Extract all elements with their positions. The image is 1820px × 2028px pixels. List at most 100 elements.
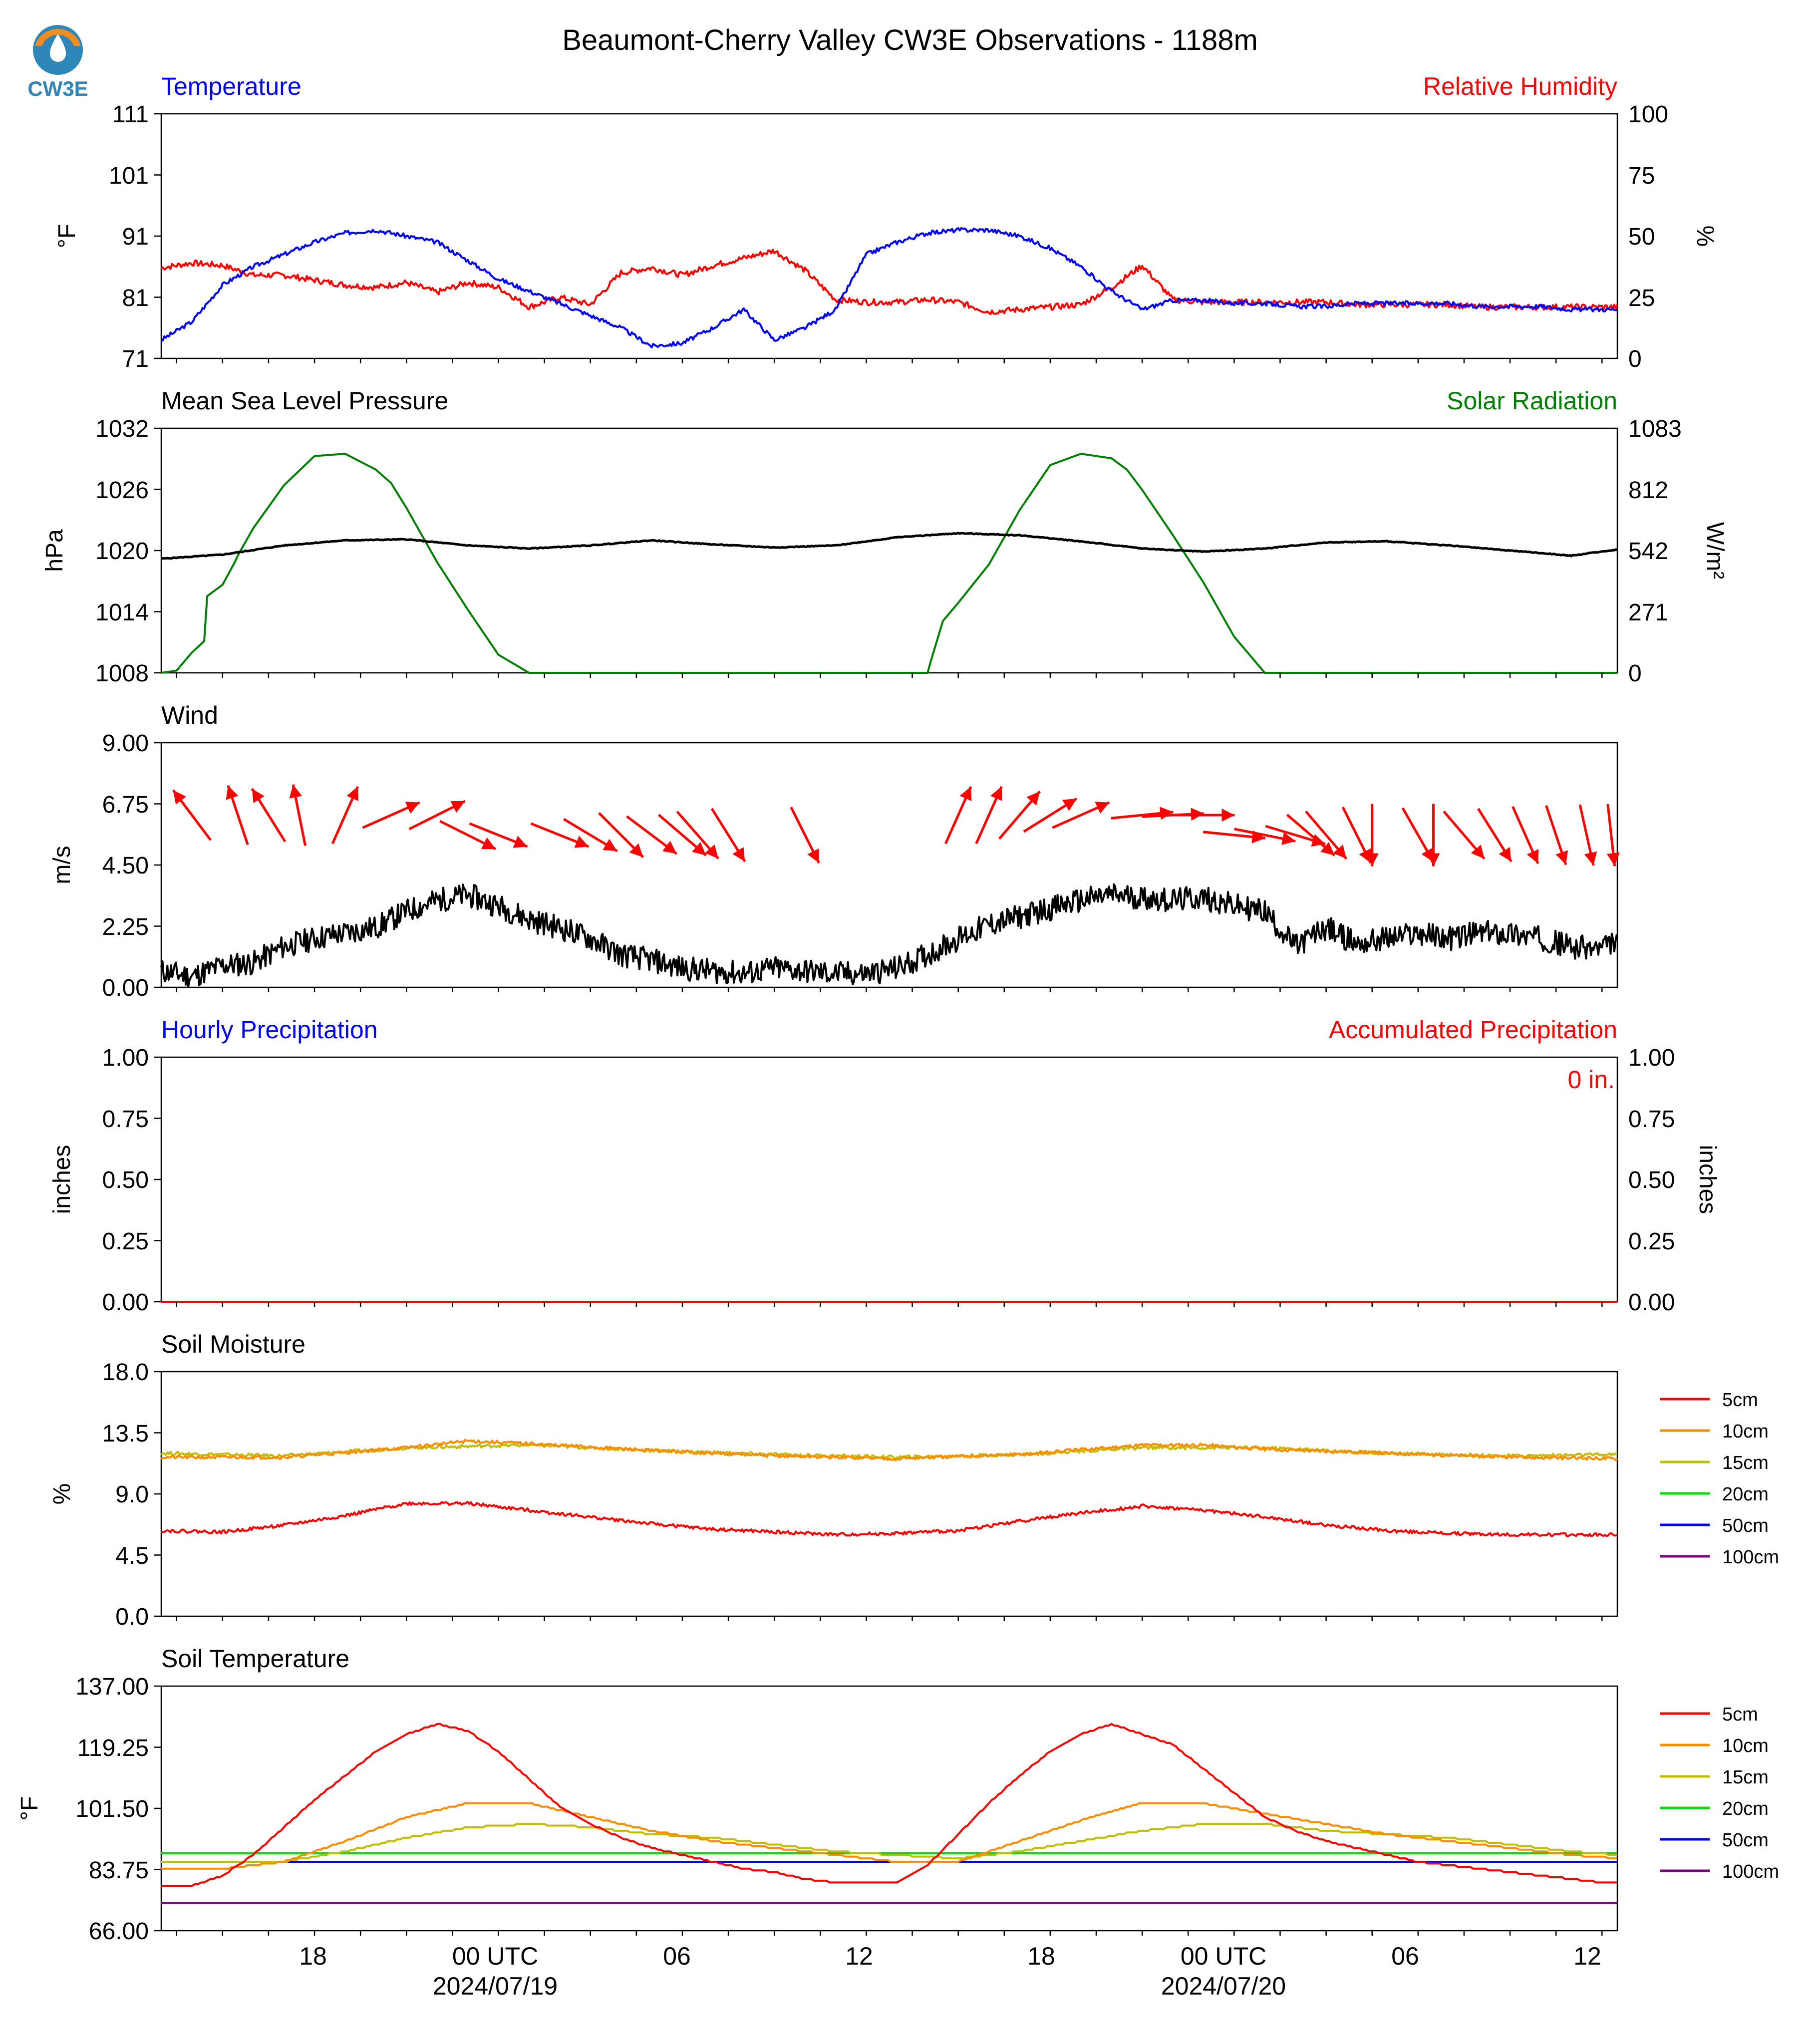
y-tick-label: 0.00 [102, 975, 149, 1001]
series-soil-temp-10cm [161, 1802, 1617, 1870]
y-tick-label: 18.0 [102, 1359, 149, 1386]
wind-arrow [563, 818, 618, 853]
wind-arrow [1477, 808, 1513, 863]
panel-left-title: Wind [161, 701, 218, 729]
y-axis-label: hPa [41, 529, 68, 572]
panel-left-title: Soil Temperature [161, 1645, 349, 1673]
panel-temperature-rh: Temperature Relative Humidity 111 101 91… [54, 72, 1718, 372]
wind-arrow [790, 806, 820, 864]
y-tick-label: 111 [112, 101, 149, 128]
wind-arrow [1427, 804, 1440, 867]
wind-arrow [598, 812, 644, 858]
wind-arrow [251, 788, 287, 843]
y-tick-label: 83.75 [89, 1857, 149, 1884]
y-tick-label: 13.5 [102, 1421, 149, 1447]
y-tick-label: 1032 [95, 416, 149, 442]
y2-tick-label: 0 [1628, 660, 1642, 687]
wind-arrow [657, 814, 707, 857]
wind-arrow [530, 822, 590, 848]
legend-label: 10cm [1722, 1421, 1769, 1442]
panel-pressure-solar: Mean Sea Level Pressure Solar Radiation … [41, 387, 1728, 687]
left-tick-labels: 18.0 13.5 9.0 4.5 0.0 [102, 1359, 149, 1630]
y-axis-label: % [49, 1483, 75, 1505]
panel-frame [160, 1685, 1618, 1932]
x-tick-label: 06 [1391, 1942, 1419, 1970]
y2-tick-label: 542 [1628, 538, 1668, 565]
panel-precipitation: Hourly Precipitation Accumulated Precipi… [49, 1016, 1721, 1316]
series-relative-humidity [161, 249, 1618, 315]
panel-left-title: Soil Moisture [161, 1330, 305, 1358]
y-tick-label: 2.25 [102, 914, 149, 940]
y-axis-label: inches [49, 1145, 75, 1214]
x-tick-label: 00 UTC [1181, 1942, 1266, 1970]
panel-frame [160, 113, 1618, 359]
x-tick-label: 12 [845, 1942, 873, 1970]
y-tick-label: 91 [122, 224, 149, 250]
logo-text: CW3E [27, 77, 88, 100]
panel-left-title: Temperature [161, 72, 302, 100]
y-tick-label: 6.75 [102, 792, 149, 818]
series-pressure [161, 532, 1618, 560]
panel-left-title: Mean Sea Level Pressure [161, 387, 448, 415]
right-tick-labels: 1.00 0.75 0.50 0.25 0.00 [1628, 1045, 1675, 1316]
accumulated-total-label: 0 in. [1567, 1066, 1615, 1094]
y2-tick-label: 271 [1628, 599, 1668, 626]
legend-label: 5cm [1722, 1390, 1758, 1411]
y-tick-label: 0.50 [102, 1167, 149, 1193]
x-date-label: 2024/07/20 [1161, 1972, 1286, 2000]
y-tick-label: 1026 [95, 477, 149, 504]
figure-title: Beaumont-Cherry Valley CW3E Observations… [562, 24, 1258, 56]
x-tick-label: 06 [663, 1942, 691, 1970]
left-tick-labels: 1.00 0.75 0.50 0.25 0.00 [102, 1045, 149, 1316]
left-tick-labels: 9.00 6.75 4.50 2.25 0.00 [102, 730, 149, 1001]
y-tick-label: 9.00 [102, 730, 149, 757]
wind-arrow [1234, 828, 1296, 845]
y2-tick-label: 100 [1628, 101, 1668, 128]
legend: 5cm 10cm 15cm 20cm 50cm 100cm [1660, 1390, 1779, 1568]
wind-arrow [710, 808, 746, 863]
wind-arrow [172, 789, 212, 841]
y2-tick-label: 0.75 [1628, 1106, 1675, 1133]
x-tick-label: 18 [299, 1942, 327, 1970]
left-tick-labels: 111 101 91 81 71 [109, 101, 149, 372]
legend-label: 20cm [1722, 1484, 1769, 1505]
right-tick-labels: 100 75 50 25 0 [1628, 101, 1668, 372]
y-tick-label: 1020 [95, 538, 149, 565]
wind-arrow [975, 786, 1003, 845]
wind-arrow [226, 785, 249, 846]
y-axis-label: m/s [49, 846, 75, 884]
panel-frame [160, 742, 1618, 988]
panel-soil-temperature: Soil Temperature 137.00 119.25 101.50 83… [16, 1645, 1779, 1945]
y-axis-label: °F [16, 1796, 43, 1821]
y2-tick-label: 1083 [1628, 416, 1682, 442]
series-wind-speed [160, 883, 1618, 988]
legend: 5cm 10cm 15cm 20cm 50cm 100cm [1660, 1704, 1779, 1882]
right-tick-labels: 1083 812 542 271 0 [1628, 416, 1682, 687]
y2-tick-label: 75 [1628, 163, 1655, 189]
wind-arrow [998, 790, 1041, 840]
y-axis-label: °F [54, 224, 80, 249]
y2-tick-label: 50 [1628, 224, 1655, 250]
wind-arrow [439, 820, 497, 851]
series-temperature [161, 227, 1618, 348]
panel-frame [160, 427, 1618, 674]
y2-tick-label: 812 [1628, 477, 1668, 504]
legend-label: 100cm [1722, 1861, 1779, 1882]
wind-arrow [1606, 804, 1620, 867]
y2-axis-label: W/m² [1702, 522, 1728, 579]
plot-area [161, 453, 1618, 674]
wind-arrow [469, 822, 528, 848]
wind-arrow [331, 786, 359, 845]
x-tick-label: 00 UTC [452, 1942, 538, 1970]
y-tick-label: 66.00 [89, 1918, 149, 1945]
legend-label: 15cm [1722, 1767, 1769, 1788]
plot-area [160, 784, 1620, 988]
x-date-label: 2024/07/19 [433, 1972, 558, 2000]
plot-area [160, 1439, 1618, 1537]
wind-arrow [1305, 810, 1348, 860]
wind-arrow [1172, 809, 1235, 822]
panel-right-title: Solar Radiation [1447, 387, 1617, 415]
wind-arrow [408, 800, 466, 831]
y2-tick-label: 0.25 [1628, 1228, 1675, 1255]
x-tick-label: 18 [1027, 1942, 1055, 1970]
